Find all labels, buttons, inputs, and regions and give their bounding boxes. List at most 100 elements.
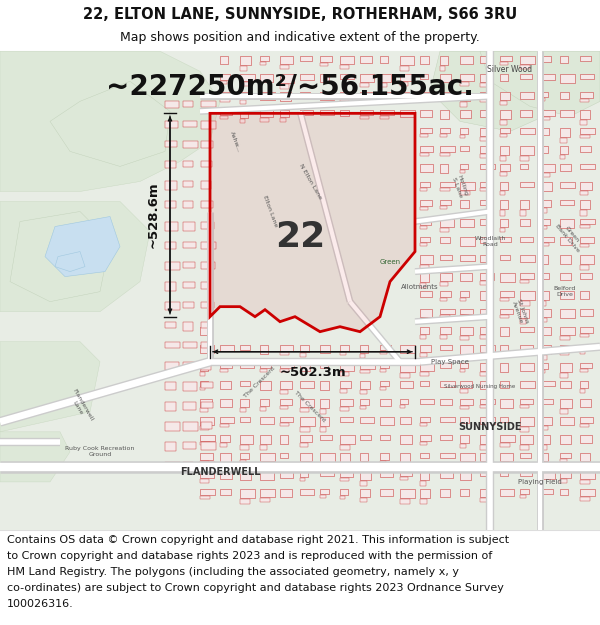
Text: Playing Field: Playing Field	[518, 479, 562, 485]
Text: Ashw...: Ashw...	[229, 130, 241, 152]
Bar	[260, 74, 273, 82]
Bar	[340, 372, 349, 376]
Bar	[400, 99, 406, 102]
Bar	[240, 101, 246, 104]
Bar	[220, 74, 230, 80]
Bar	[500, 236, 511, 241]
Text: Belford
Drive: Belford Drive	[554, 286, 576, 297]
Bar	[400, 74, 412, 81]
Bar	[201, 161, 212, 168]
Bar	[440, 236, 450, 242]
Bar	[520, 219, 530, 226]
Bar	[580, 417, 593, 423]
Bar	[540, 92, 548, 98]
Bar	[500, 352, 505, 355]
Polygon shape	[210, 113, 415, 332]
Bar	[540, 453, 548, 461]
Text: co-ordinates) are subject to Crown copyright and database rights 2023 Ordnance S: co-ordinates) are subject to Crown copyr…	[7, 583, 504, 593]
Bar	[300, 345, 309, 352]
Bar	[480, 381, 491, 389]
Bar	[540, 56, 551, 63]
Bar	[400, 399, 408, 404]
Bar	[380, 351, 387, 354]
Bar	[220, 399, 232, 407]
Bar	[500, 443, 510, 447]
Bar	[260, 118, 269, 122]
Bar	[165, 282, 176, 291]
Bar	[580, 489, 595, 496]
Bar	[400, 82, 408, 86]
Bar	[280, 352, 289, 355]
Bar	[360, 481, 367, 486]
Bar	[200, 489, 215, 495]
Bar	[220, 471, 232, 479]
Bar	[500, 345, 508, 351]
Bar	[300, 408, 309, 412]
Bar	[200, 345, 214, 352]
Bar	[380, 111, 394, 116]
Bar	[440, 362, 451, 368]
Bar	[400, 372, 410, 378]
Bar	[400, 111, 415, 118]
Bar	[240, 453, 249, 459]
Polygon shape	[0, 51, 220, 191]
Bar	[440, 56, 448, 65]
Bar	[360, 92, 375, 98]
Text: Silver Wood: Silver Wood	[487, 65, 533, 74]
Bar	[520, 453, 531, 458]
Text: Woodlaith
Road: Woodlaith Road	[475, 236, 506, 247]
Bar	[460, 381, 472, 388]
Bar	[420, 327, 429, 334]
Bar	[480, 83, 488, 88]
Bar	[540, 242, 549, 246]
Bar	[460, 254, 475, 261]
Bar	[201, 322, 211, 328]
Bar	[520, 345, 533, 352]
Bar	[340, 345, 349, 351]
Bar	[220, 424, 229, 427]
Bar	[360, 56, 372, 63]
Bar	[520, 272, 534, 279]
Bar	[360, 362, 375, 369]
Bar	[420, 335, 426, 339]
Bar	[240, 66, 247, 71]
Bar	[340, 445, 350, 450]
Bar	[460, 369, 465, 372]
Bar	[300, 443, 308, 447]
Bar	[560, 164, 571, 171]
Bar	[320, 453, 335, 462]
Text: The Crescent: The Crescent	[244, 365, 277, 398]
Bar	[220, 369, 228, 372]
Bar	[520, 156, 529, 161]
Polygon shape	[10, 211, 110, 302]
Bar	[280, 92, 291, 101]
Bar	[540, 471, 555, 479]
Bar	[400, 56, 414, 65]
Bar	[400, 435, 412, 444]
Bar	[420, 352, 427, 357]
Bar	[440, 182, 455, 188]
Bar	[580, 56, 591, 61]
Bar	[440, 435, 452, 440]
Bar	[560, 399, 572, 408]
Bar	[300, 111, 313, 116]
Bar	[580, 244, 589, 246]
Text: Holling
S Lane: Holling S Lane	[451, 174, 469, 199]
Bar	[480, 272, 494, 279]
Bar	[400, 463, 407, 468]
Bar	[240, 82, 250, 86]
Bar	[580, 236, 594, 242]
Bar	[340, 435, 355, 444]
Bar	[400, 417, 411, 424]
Bar	[183, 382, 197, 391]
Bar	[560, 128, 570, 138]
Bar	[201, 342, 211, 348]
Bar	[340, 471, 353, 477]
Bar	[183, 422, 198, 431]
Bar	[320, 489, 329, 494]
Bar	[440, 146, 455, 152]
Bar	[480, 309, 492, 314]
Bar	[240, 435, 253, 444]
Bar	[560, 489, 568, 495]
Bar	[500, 291, 514, 297]
